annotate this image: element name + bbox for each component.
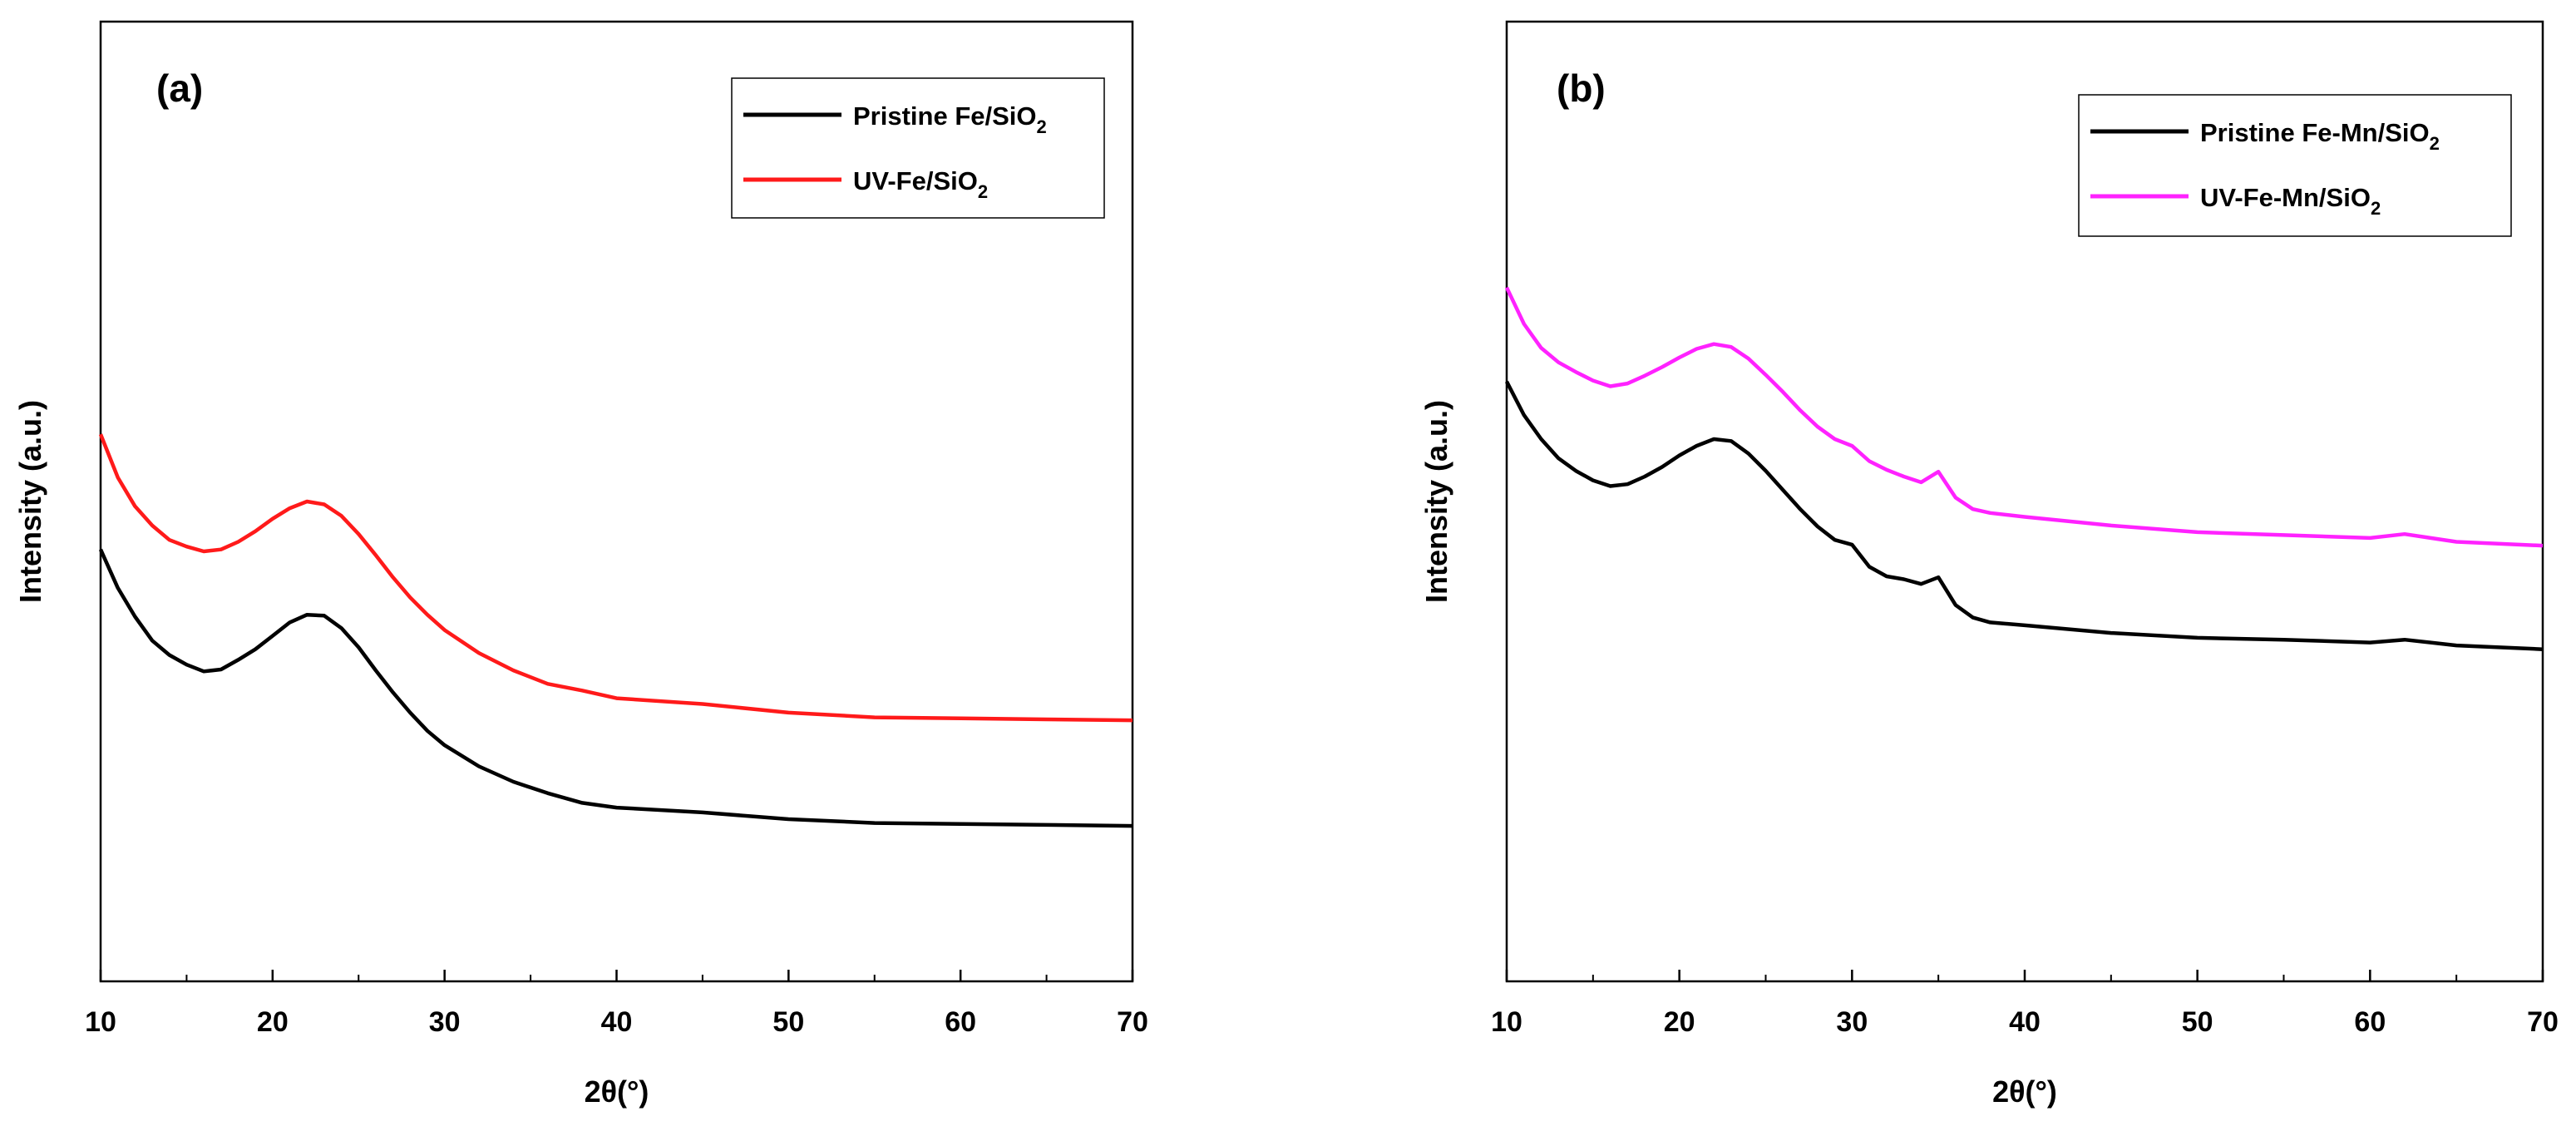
x-tick-label: 70 — [1117, 1006, 1148, 1038]
series-line-2 — [1504, 286, 2544, 548]
x-tick-label: 60 — [945, 1006, 976, 1038]
x-tick-label: 10 — [1491, 1006, 1522, 1038]
y-axis-label: Intensity (a.u.) — [13, 400, 47, 603]
series-line-1 — [98, 548, 1133, 828]
x-axis-label: 2θ(°) — [1992, 1074, 2057, 1109]
x-tick-label: 40 — [601, 1006, 633, 1038]
x-tick-label: 40 — [2009, 1006, 2041, 1038]
x-tick-label: 60 — [2354, 1006, 2386, 1038]
y-axis-label: Intensity (a.u.) — [1419, 400, 1453, 603]
panel-label: (a) — [156, 67, 203, 110]
x-tick-label: 50 — [2182, 1006, 2213, 1038]
x-axis-label: 2θ(°) — [585, 1074, 649, 1109]
legend-box — [731, 77, 1105, 219]
panel-label: (b) — [1557, 67, 1606, 110]
x-tick-label: 10 — [85, 1006, 116, 1038]
x-tick-label: 30 — [429, 1006, 461, 1038]
series-line-2 — [98, 433, 1133, 723]
legend-box — [2078, 94, 2512, 237]
x-tick-label: 70 — [2527, 1006, 2559, 1038]
x-tick-label: 20 — [257, 1006, 289, 1038]
series-line-1 — [1505, 380, 2544, 651]
x-tick-label: 30 — [1836, 1006, 1868, 1038]
x-tick-label: 20 — [1664, 1006, 1695, 1038]
x-tick-label: 50 — [772, 1006, 804, 1038]
